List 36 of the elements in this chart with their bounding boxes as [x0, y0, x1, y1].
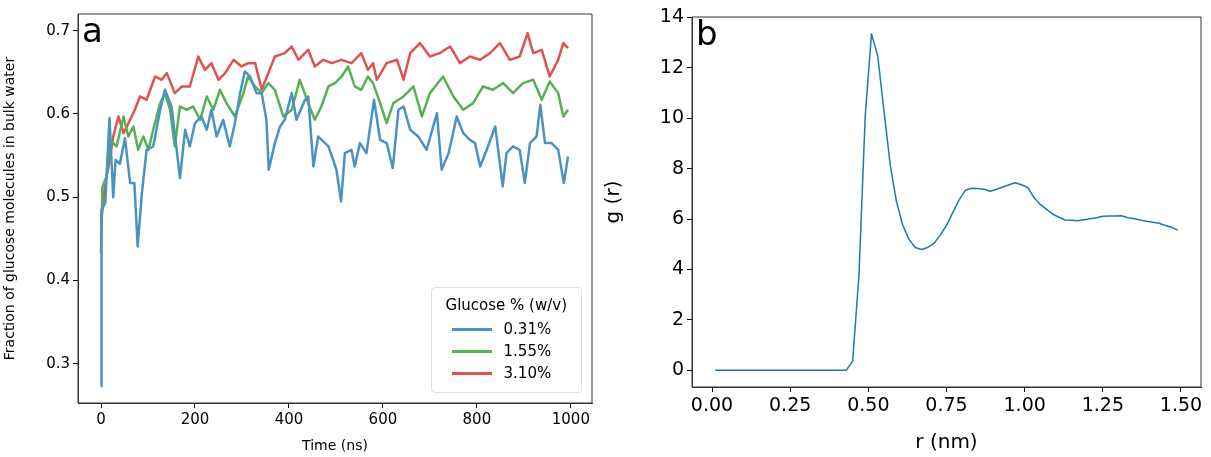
y-tick-label: 4: [671, 256, 684, 279]
x-tick-label: 0.50: [847, 393, 890, 416]
x-tick-label: 1.00: [1003, 393, 1046, 416]
y-tick-label: 8: [671, 155, 684, 178]
y-tick-label: 0.4: [46, 270, 70, 289]
y-tick-label: 0.7: [46, 20, 70, 39]
y-tick-label: 6: [671, 205, 684, 228]
y-tick-label: 0: [671, 357, 684, 380]
annotation: a: [82, 9, 103, 50]
annotation: b: [696, 12, 718, 53]
legend-label: 0.31%: [503, 320, 552, 338]
x-axis-title: r (nm): [915, 429, 978, 454]
y-axis-title: g (r): [600, 180, 625, 224]
x-tick-label: 800: [462, 409, 492, 428]
x-axis-title: Time (ns): [301, 437, 368, 454]
y-tick-label: 0.5: [46, 187, 70, 206]
y-tick-label: 2: [671, 306, 684, 329]
x-tick-label: 0.00: [690, 393, 734, 416]
y-tick-label: 10: [659, 105, 684, 128]
x-tick-label: 1000: [551, 409, 590, 428]
y-tick-label: 0.3: [46, 353, 70, 372]
y-tick-label: 12: [659, 54, 684, 77]
legend-label: 1.55%: [503, 342, 552, 360]
x-tick-label: 1.50: [1159, 393, 1203, 416]
y-tick-label: 0.6: [46, 103, 70, 122]
x-tick-label: 200: [180, 409, 210, 428]
x-tick-label: 600: [368, 409, 398, 428]
y-tick-label: 14: [659, 4, 684, 27]
x-tick-label: 0: [96, 409, 106, 428]
legend-title: Glucose % (w/v): [445, 296, 567, 314]
x-tick-label: 0.25: [769, 393, 812, 416]
x-tick-label: 1.25: [1081, 393, 1124, 416]
y-axis-title: Fraction of glucose molecules in bulk water: [1, 56, 18, 361]
legend-label: 3.10%: [503, 364, 552, 382]
x-tick-label: 0.75: [925, 393, 968, 416]
x-tick-label: 400: [274, 409, 304, 428]
